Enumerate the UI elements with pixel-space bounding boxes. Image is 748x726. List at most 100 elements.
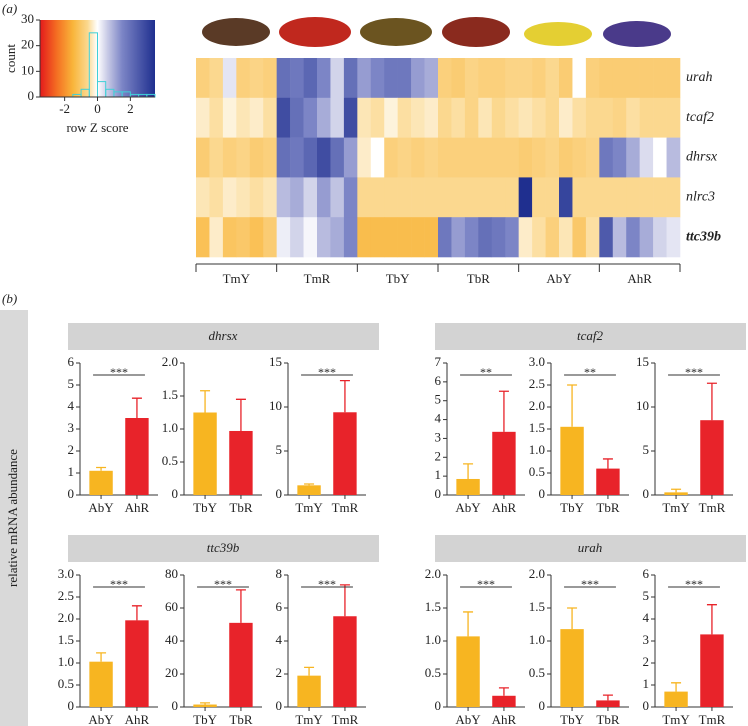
y-tick-label: 30 [21, 11, 34, 26]
heatmap-cell [626, 137, 640, 178]
error-bar [131, 397, 142, 418]
heatmap-cell [276, 177, 291, 218]
heatmap-cell [491, 217, 506, 258]
heatmap-cell [384, 177, 398, 218]
heatmap-cell [626, 97, 640, 138]
heatmap-cell [411, 97, 425, 138]
heatmap-cell [411, 137, 425, 178]
heatmap-cell [438, 97, 452, 138]
x-tick-label: AhR [492, 712, 517, 726]
x-tick-label: TbR [596, 500, 619, 515]
x-tick-label: TmY [662, 500, 690, 515]
y-tick-label: 2.5 [529, 376, 545, 391]
bar [456, 478, 480, 495]
heatmap-cell [196, 97, 210, 138]
group-label: AhR [627, 271, 652, 286]
error-bar [304, 483, 315, 486]
bar [664, 492, 688, 495]
group-label: AbY [546, 271, 572, 286]
error-bar [339, 584, 350, 617]
x-tick-label: AhR [125, 712, 150, 726]
gene-title: tcaf2 [577, 328, 603, 343]
y-tick-label: 1.0 [529, 442, 545, 457]
y-tick-label: 2.0 [425, 566, 441, 581]
y-tick-label: 6 [643, 566, 650, 581]
bar [700, 420, 724, 495]
panel-label: (a) [2, 1, 17, 16]
x-tick-label: TmY [662, 712, 690, 726]
heatmap-cell [451, 97, 466, 138]
heatmap-cell [491, 58, 506, 99]
heatmap-cell [653, 177, 667, 218]
heatmap-cell [397, 97, 412, 138]
x-tick-label: AbY [455, 712, 481, 726]
heatmap-cell [491, 177, 506, 218]
heatmap-cell [612, 58, 627, 99]
y-tick-label: 20 [21, 37, 34, 52]
error-bar [567, 607, 578, 630]
heatmap-cell [478, 177, 493, 218]
heatmap-cell [545, 177, 560, 218]
y-tick-label: 4 [435, 411, 442, 426]
fish-image [360, 18, 432, 46]
heatmap-cell [559, 177, 573, 218]
heatmap-cell [411, 217, 425, 258]
bar [333, 616, 357, 707]
heatmap-cell [518, 137, 533, 178]
heatmap-cell [343, 58, 358, 99]
heatmap-cell [653, 58, 667, 99]
x-tick-label: TmR [332, 500, 359, 515]
heatmap-cell [505, 97, 519, 138]
y-tick-label: 0.5 [58, 676, 74, 691]
heatmap-cell [236, 217, 251, 258]
heatmap-cell [397, 177, 412, 218]
heatmap-cell [639, 217, 654, 258]
heatmap-cell [276, 97, 291, 138]
y-tick-label: 10 [636, 398, 649, 413]
y-tick-label: 1.5 [529, 420, 545, 435]
error-bar [200, 702, 211, 705]
heatmap-cell [343, 137, 358, 178]
gene-title: dhrsx [209, 328, 238, 343]
bar [492, 695, 516, 707]
y-tick-label: 1.0 [162, 420, 178, 435]
y-tick-label: 10 [269, 398, 282, 413]
heatmap-cell [505, 217, 519, 258]
heatmap-cell [343, 97, 358, 138]
y-tick-label: 40 [165, 632, 178, 647]
heatmap-cell [209, 97, 224, 138]
x-tick-label: -2 [59, 101, 70, 116]
error-bar [671, 488, 682, 493]
group-label: TmR [304, 271, 331, 286]
heatmap-cell [236, 58, 251, 99]
y-tick-label: 1 [435, 467, 442, 482]
heatmap-cell [411, 58, 425, 99]
heatmap-cell [411, 177, 425, 218]
heatmap-cell [357, 137, 372, 178]
y-tick-label: 7 [435, 354, 442, 369]
heatmap-cell [397, 137, 412, 178]
error-bar [567, 384, 578, 427]
error-bar [96, 466, 107, 471]
heatmap-cell [599, 97, 614, 138]
heatmap-cell [330, 217, 345, 258]
group-label: TbY [386, 271, 410, 286]
y-tick-label: 10 [21, 62, 34, 77]
heatmap-cell [626, 177, 640, 218]
heatmap-cell [438, 137, 452, 178]
heatmap-cell [585, 137, 600, 178]
significance-label: *** [318, 365, 336, 379]
heatmap-cell [249, 137, 264, 178]
error-bar [131, 605, 142, 621]
x-tick-label: TmY [295, 500, 323, 515]
significance-label: *** [110, 365, 128, 379]
y-tick-label: 0.5 [529, 665, 545, 680]
y-tick-label: 1.5 [425, 599, 441, 614]
heatmap-cell [585, 217, 600, 258]
y-tick-label: 0 [435, 486, 442, 501]
heatmap-cell [464, 177, 479, 218]
y-tick-label: 0 [643, 486, 650, 501]
heatmap-cell [424, 177, 439, 218]
bar [193, 704, 217, 707]
heatmap-cell [370, 97, 385, 138]
